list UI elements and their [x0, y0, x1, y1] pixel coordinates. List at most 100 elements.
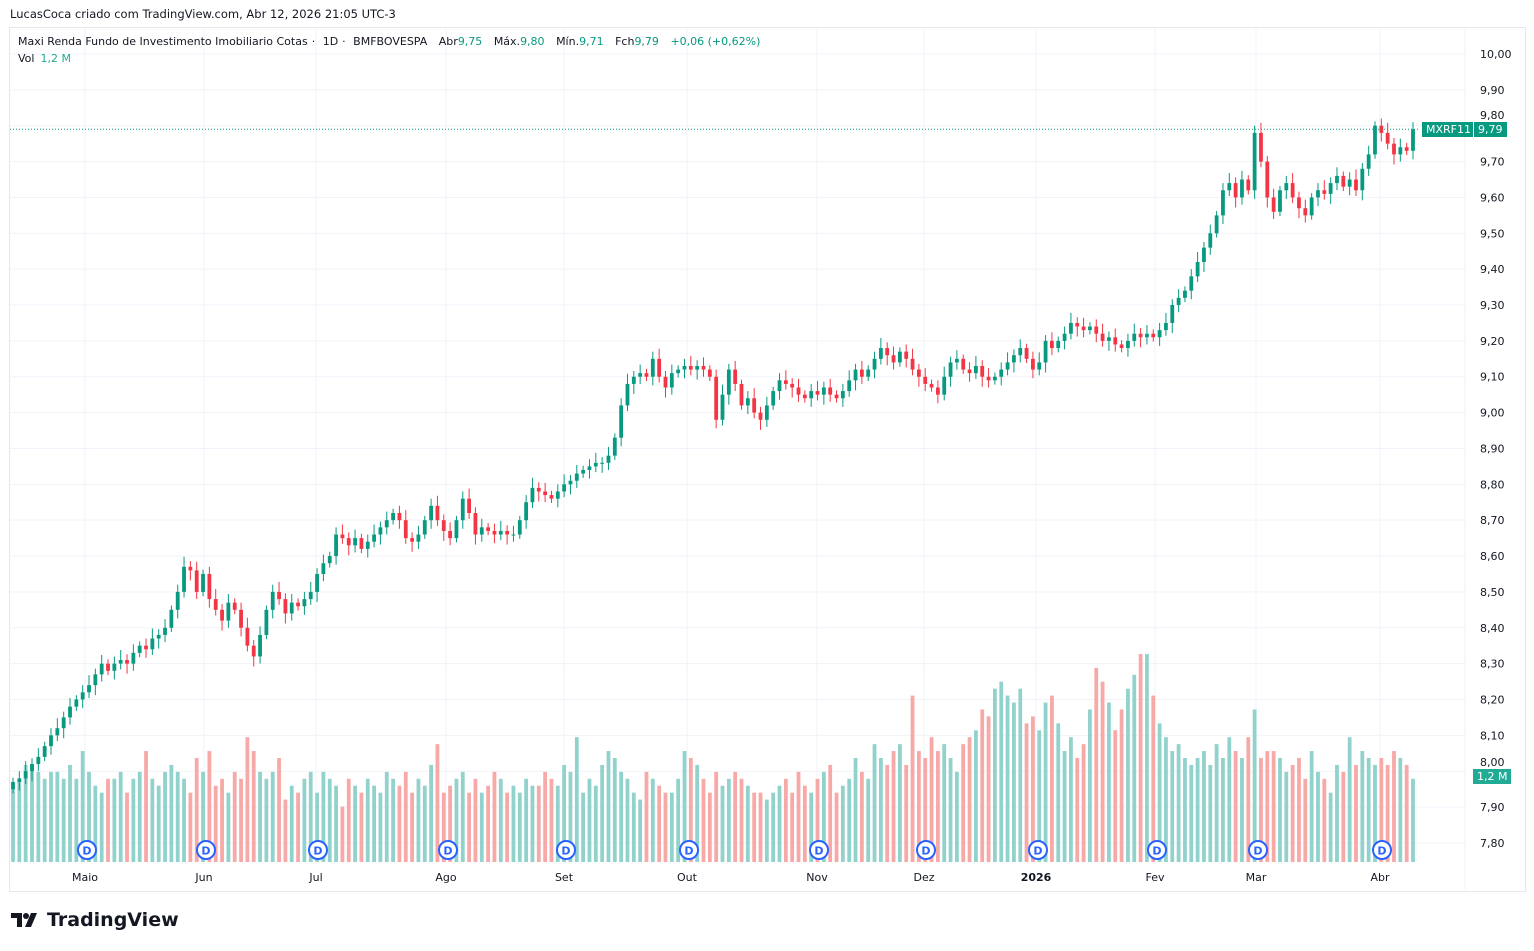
candle-body [492, 530, 497, 535]
candle-body [1157, 330, 1162, 338]
candle-body [1132, 333, 1137, 341]
candle-body [74, 699, 79, 707]
candle-body [315, 573, 319, 592]
volume-bar [682, 751, 687, 862]
volume-bar [156, 785, 161, 862]
volume-bar [169, 764, 174, 862]
volume-value: 1,2 M [40, 52, 71, 65]
dividend-marker-label: D [1253, 845, 1262, 858]
candle-body [1075, 322, 1080, 327]
volume-bar [175, 771, 180, 862]
volume-bar [1246, 737, 1251, 862]
dividend-marker-label: D [1033, 845, 1042, 858]
volume-bar [403, 771, 408, 862]
candle-body [834, 394, 839, 399]
candle-body [1328, 183, 1333, 194]
interval[interactable]: 1D [322, 35, 339, 48]
volume-bar [144, 751, 148, 862]
volume-bar [1271, 751, 1276, 862]
candle-body [106, 663, 110, 671]
volume-bar [1252, 709, 1257, 862]
candle-body [270, 591, 275, 610]
volume-bar [1233, 751, 1238, 862]
candle-body [1094, 326, 1099, 334]
volume-bar [1195, 758, 1200, 862]
volume-bar [308, 771, 313, 862]
volume-tag: 1,2 M [1473, 769, 1512, 784]
volume-bar [517, 792, 522, 862]
volume-bar [486, 785, 491, 862]
volume-bar [593, 785, 598, 862]
volume-bar [264, 778, 269, 862]
volume-bar [745, 785, 750, 862]
volume-bar [429, 764, 433, 862]
high-value: 9,80 [520, 35, 545, 48]
volume-bar [935, 751, 940, 862]
y-tick-label: 8,40 [1480, 622, 1505, 635]
volume-bar [1050, 695, 1054, 862]
volume-bar [809, 792, 814, 862]
x-tick-label: Dez [913, 871, 934, 884]
candle-body [524, 502, 529, 521]
tradingview-logo[interactable]: TradingView [11, 909, 179, 931]
candle-body [220, 609, 224, 621]
volume-bar [1404, 764, 1409, 862]
volume-bar [1164, 737, 1168, 862]
dividend-marker [308, 840, 328, 860]
volume-bar [612, 758, 617, 862]
volume-bar [1043, 702, 1048, 862]
y-tick-label: 9,00 [1480, 407, 1505, 420]
candle-body [169, 609, 174, 628]
candle-body [923, 376, 928, 384]
volume-bar [600, 764, 605, 862]
candle-body [207, 573, 212, 600]
candle-body [1316, 190, 1320, 198]
volume-bar [1373, 764, 1377, 862]
volume-bar [904, 764, 909, 862]
candle-body [1265, 161, 1270, 198]
volume-bar [954, 771, 959, 862]
low-value: 9,71 [579, 35, 604, 48]
candle-body [593, 462, 598, 467]
candle-body [1335, 175, 1339, 184]
high-label: Máx. [493, 35, 521, 48]
volume-bar [1354, 764, 1358, 862]
candle-body [1119, 344, 1124, 349]
volume-bar [36, 771, 41, 862]
volume-bar [391, 778, 395, 862]
volume-bar [239, 778, 243, 862]
dividend-marker-label: D [1152, 845, 1161, 858]
candle-body [296, 602, 300, 607]
candle-body [840, 391, 845, 399]
candle-body [251, 645, 256, 657]
volume-bar [1284, 771, 1289, 862]
candle-body [80, 692, 85, 700]
candle-body [866, 369, 871, 377]
dividend-marker [1248, 840, 1268, 860]
volume-bar [834, 792, 839, 862]
volume-bar [568, 771, 573, 862]
volume-bar [1145, 654, 1149, 862]
candle-body [1354, 179, 1358, 191]
candle-body [226, 602, 231, 621]
dividend-marker [916, 840, 936, 860]
candle-body [321, 563, 326, 574]
volume-bar [1265, 751, 1270, 862]
candle-body [68, 706, 72, 718]
candle-body [479, 527, 484, 535]
dividend-marker [1372, 840, 1392, 860]
volume-bar [194, 758, 199, 862]
candle-body [391, 513, 395, 521]
volume-bar [150, 778, 155, 862]
candle-body [1259, 132, 1263, 162]
candle-body [93, 674, 98, 686]
candle-body [720, 394, 725, 420]
volume-bar [1132, 674, 1137, 862]
candle-body [1100, 333, 1105, 341]
volume-bar [714, 771, 719, 862]
candle-body [486, 527, 491, 531]
candle-body [733, 369, 738, 384]
volume-bar [220, 778, 224, 862]
volume-bar [258, 771, 262, 862]
